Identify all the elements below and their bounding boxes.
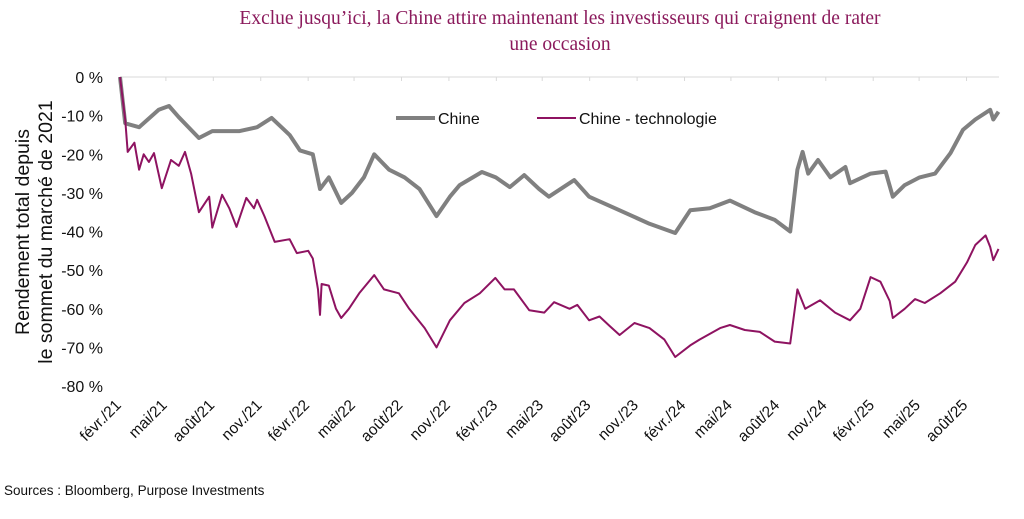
chart-title-line-2: une occasion	[509, 34, 611, 55]
sources-note: Sources : Bloomberg, Purpose Investments	[4, 483, 265, 498]
x-tick-label: août/22	[358, 397, 407, 446]
x-tick-label: août/23	[546, 397, 595, 446]
x-tick-label: août/21	[170, 397, 219, 446]
x-tick-label: août/24	[735, 397, 784, 446]
chart-title: Exclue jusqu’ici, la Chine attire mainte…	[120, 6, 1000, 58]
x-tick-label: mai/23	[502, 397, 547, 442]
y-tick-label: -10 %	[61, 109, 103, 126]
series-line-chine-technologie	[119, 76, 1000, 358]
series-lines	[118, 76, 1001, 358]
y-tick-label: -50 %	[61, 263, 103, 280]
x-tick-label: mai/22	[314, 397, 359, 442]
x-tick-label: févr./22	[265, 397, 313, 445]
y-tick-label: -80 %	[61, 379, 103, 396]
y-tick-label: -30 %	[61, 186, 103, 203]
legend-label-chine-technologie: Chine - technologie	[579, 111, 717, 128]
x-tick-label: mai/25	[879, 397, 924, 442]
x-tick-label: févr./21	[77, 397, 125, 445]
x-tick-label: mai/21	[126, 397, 171, 442]
x-tick-label: févr./24	[641, 397, 689, 445]
y-tick-label: -60 %	[61, 302, 103, 319]
x-tick-label: févr./23	[453, 397, 501, 445]
y-axis-title-line-1: Rendement total depuis	[12, 129, 34, 335]
x-tick-label: févr./25	[830, 397, 878, 445]
chart-title-line-1: Exclue jusqu’ici, la Chine attire mainte…	[239, 8, 881, 29]
legend-label-chine: Chine	[438, 111, 480, 128]
x-tick-label: mai/24	[691, 397, 736, 442]
x-tick-label: août/25	[923, 397, 972, 446]
y-tick-label: -20 %	[61, 147, 103, 164]
x-tick-label: nov./22	[407, 397, 454, 444]
y-tick-label: 0 %	[75, 70, 103, 87]
legend-item-chine: Chine	[396, 111, 480, 128]
x-tick-label: nov./23	[595, 397, 642, 444]
x-tick-label: nov./24	[783, 397, 830, 444]
y-tick-label: -70 %	[61, 340, 103, 357]
y-axis-title-line-2: le sommet du marché de 2021	[35, 100, 57, 363]
y-tick-label: -40 %	[61, 225, 103, 242]
legend: Chine Chine - technologie	[396, 111, 717, 128]
series-line-chine	[118, 76, 1001, 235]
y-axis: 0 % -10 % -20 % -30 % -40 % -50 % -60 % -70 % -8…	[61, 70, 103, 396]
x-tick-label: nov./21	[218, 397, 265, 444]
legend-item-chine-technologie: Chine - technologie	[537, 111, 717, 128]
y-axis-title: Rendement total depuis le sommet du marc…	[12, 100, 57, 363]
